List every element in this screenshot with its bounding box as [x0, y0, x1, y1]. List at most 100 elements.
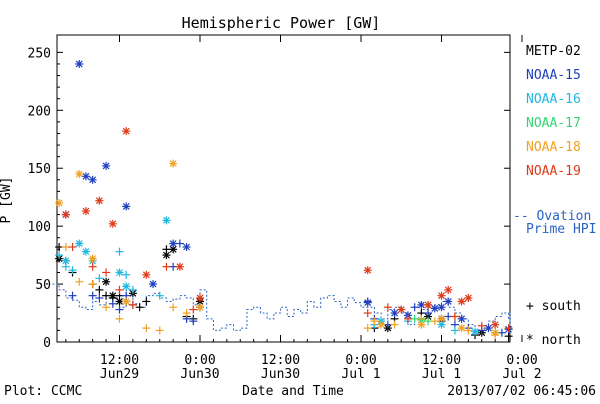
north-marker — [169, 239, 178, 248]
y-axis-label: P [GW] — [0, 177, 14, 224]
south-marker — [175, 239, 184, 248]
north-marker — [484, 324, 493, 333]
north-marker — [122, 202, 131, 211]
north-marker — [175, 262, 184, 271]
south-marker — [88, 280, 97, 289]
south-marker — [61, 243, 70, 252]
y-tick-label: 150 — [28, 162, 51, 177]
legend-noaa-18: NOAA-18 — [526, 140, 581, 155]
x-tick-time: 12:00 — [100, 353, 139, 368]
legend-north-marker: * north — [526, 333, 581, 348]
north-marker — [88, 254, 97, 263]
y-axis: 0 50 100 150 200 250 — [28, 46, 510, 351]
x-tick-time: 12:00 — [261, 353, 300, 368]
north-marker — [75, 239, 84, 248]
north-marker — [437, 291, 446, 300]
south-marker — [464, 326, 473, 335]
x-tick-time: 0:00 — [506, 353, 537, 368]
south-marker — [55, 243, 64, 252]
south-marker — [189, 317, 198, 326]
south-marker — [95, 285, 104, 294]
south-marker — [504, 324, 513, 333]
south-marker — [128, 300, 137, 309]
legend-metp-02: METP-02 — [526, 44, 581, 59]
north-marker — [430, 304, 439, 313]
north-marker — [122, 127, 131, 136]
south-marker — [115, 305, 124, 314]
legend-south-marker: + south — [526, 299, 581, 314]
legend-noaa-15: NOAA-15 — [526, 68, 581, 83]
x-axis-label: Date and Time — [242, 384, 344, 399]
south-marker — [95, 274, 104, 283]
north-marker — [102, 161, 111, 170]
north-marker — [417, 320, 426, 329]
north-marker — [491, 328, 500, 337]
south-marker — [182, 309, 191, 318]
footer-timestamp: 2013/07/02 06:45:06 — [447, 384, 596, 399]
y-tick-label: 0 — [43, 336, 51, 351]
north-marker — [75, 170, 84, 179]
north-marker — [81, 247, 90, 256]
south-marker — [142, 297, 151, 306]
north-marker — [363, 266, 372, 275]
south-marker — [68, 291, 77, 300]
south-marker — [169, 303, 178, 312]
south-marker — [450, 326, 459, 335]
north-marker — [75, 59, 84, 68]
north-marker — [108, 291, 117, 300]
north-marker — [115, 268, 124, 277]
north-marker — [149, 280, 158, 289]
south-marker — [68, 243, 77, 252]
legend-noaa-17: NOAA-17 — [526, 116, 581, 131]
south-marker — [122, 270, 131, 279]
north-marker — [390, 309, 399, 318]
south-marker — [450, 312, 459, 321]
legend-noaa-16: NOAA-16 — [526, 92, 581, 107]
south-marker — [115, 247, 124, 256]
x-tick-date: Jun30 — [261, 367, 300, 382]
south-marker — [410, 303, 419, 312]
north-marker — [55, 198, 64, 207]
north-marker — [417, 300, 426, 309]
north-marker — [95, 196, 104, 205]
data-points — [55, 59, 513, 341]
south-marker — [55, 251, 64, 260]
north-marker — [196, 293, 204, 302]
north-marker — [102, 277, 111, 286]
north-marker — [115, 297, 124, 306]
north-marker — [437, 314, 446, 323]
south-marker — [75, 277, 84, 286]
legend-ovation-line2: Prime HPI — [526, 222, 596, 237]
x-tick-date: Jul 1 — [341, 367, 380, 382]
chart-title: Hemispheric Power [GW] — [182, 14, 381, 32]
south-marker — [424, 317, 433, 326]
south-marker — [102, 268, 111, 277]
south-marker — [403, 314, 412, 323]
north-marker — [457, 297, 466, 306]
north-marker — [397, 305, 406, 314]
north-marker — [162, 216, 171, 225]
south-marker — [68, 266, 77, 275]
y-tick-label: 50 — [35, 278, 51, 293]
north-marker — [108, 219, 117, 228]
north-marker — [169, 159, 178, 168]
ovation-line — [52, 283, 511, 333]
south-marker — [430, 317, 439, 326]
north-marker — [464, 293, 473, 302]
south-marker — [102, 303, 111, 312]
south-marker — [88, 291, 97, 300]
south-marker — [370, 317, 379, 326]
north-marker — [444, 297, 453, 306]
south-marker — [102, 291, 111, 300]
north-marker — [122, 282, 131, 291]
north-marker — [457, 324, 466, 333]
south-marker — [95, 293, 104, 302]
south-marker — [424, 309, 433, 318]
south-marker — [128, 285, 137, 294]
south-marker — [444, 312, 453, 321]
south-marker — [477, 321, 486, 330]
north-marker — [81, 207, 90, 216]
x-tick-time: 0:00 — [184, 353, 215, 368]
south-marker — [135, 303, 144, 312]
